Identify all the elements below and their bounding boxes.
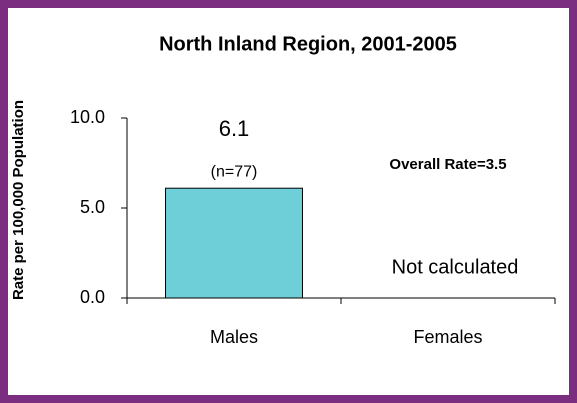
- overall-rate: Overall Rate=3.5: [389, 156, 506, 173]
- y-tick-label: 0.0: [80, 287, 105, 307]
- y-axis-label: Rate per 100,000 Population: [10, 100, 27, 300]
- y-tick-label: 5.0: [80, 197, 105, 217]
- chart: North Inland Region, 2001-2005 Rate per …: [10, 33, 556, 347]
- value-label: 6.1: [219, 116, 250, 141]
- y-tick-label: 10.0: [70, 107, 105, 127]
- missing-label: Not calculated: [392, 256, 519, 278]
- x-tick-label: Males: [210, 327, 258, 347]
- bar: [165, 187, 303, 299]
- chart-title: North Inland Region, 2001-2005: [159, 33, 457, 55]
- count-label: (n=77): [211, 163, 258, 180]
- x-tick-label: Females: [413, 327, 482, 347]
